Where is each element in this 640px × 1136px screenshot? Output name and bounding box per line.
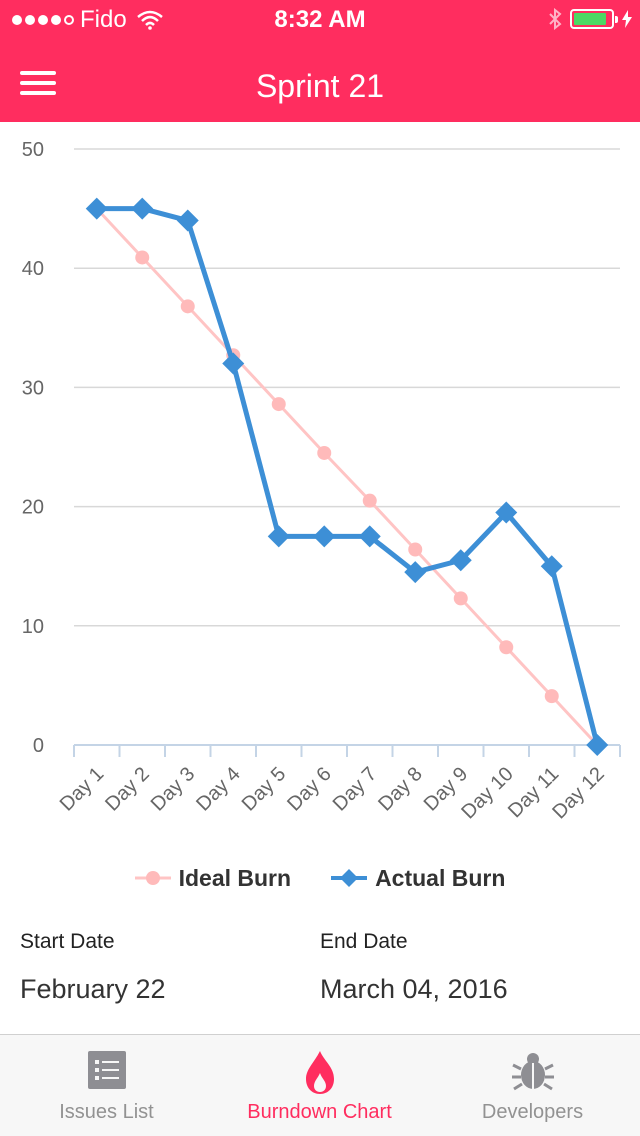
y-tick-label: 30	[22, 377, 44, 399]
start-date-label: Start Date	[20, 930, 115, 953]
ideal-burn-point	[317, 445, 332, 460]
ideal-burn-point	[499, 640, 514, 655]
ideal-burn-point	[544, 689, 559, 704]
end-date-value: March 04, 2016	[320, 974, 508, 1004]
actual-burn-point	[404, 561, 427, 584]
actual-burn-point	[586, 734, 609, 756]
battery-icon	[570, 9, 618, 29]
tab-developers-label: Developers	[481, 1101, 584, 1123]
battery-level	[574, 13, 607, 25]
actual-burn-point	[358, 525, 381, 548]
actual-burn-point	[85, 197, 108, 220]
status-bar: Fido 8:32 AM	[0, 0, 640, 40]
tab-bar: Issues List Burndown Chart Developers	[0, 1034, 640, 1136]
ideal-burn-point	[408, 542, 423, 557]
flame-icon	[305, 1051, 334, 1094]
signal-strength-icon	[12, 15, 74, 25]
end-date-label: End Date	[320, 930, 408, 953]
status-time: 8:32 AM	[274, 6, 366, 33]
navigation-bar: Sprint 21	[0, 40, 640, 122]
tab-developers[interactable]: Developers	[426, 1035, 639, 1136]
actual-burn-point	[131, 197, 154, 220]
legend-item-actual-burn[interactable]: Actual Burn	[331, 858, 505, 898]
x-tick-label: Day 5	[238, 763, 291, 816]
wifi-icon	[136, 10, 163, 30]
x-tick-label: Day 6	[283, 763, 336, 816]
x-tick-label: Day 8	[374, 763, 427, 816]
ideal-burn-point	[180, 299, 195, 314]
actual-burn-point	[176, 209, 199, 232]
x-tick-label: Day 10	[457, 763, 517, 823]
legend-ideal-label: Ideal Burn	[178, 864, 292, 891]
x-tick-label: Day 1	[56, 763, 109, 816]
start-date-value: February 22	[20, 974, 166, 1004]
hamburger-menu-icon[interactable]	[20, 71, 56, 95]
chart-legend: Ideal Burn Actual Burn	[0, 858, 640, 898]
y-tick-label: 10	[22, 616, 44, 638]
tab-burndown-chart-label: Burndown Chart	[247, 1101, 392, 1123]
start-date-block: Start Date February 22	[20, 930, 166, 1005]
status-right	[548, 8, 632, 30]
ideal-burn-swatch	[134, 871, 171, 885]
page-title: Sprint 21	[255, 68, 385, 104]
ideal-burn-point	[453, 591, 468, 606]
bluetooth-icon	[549, 8, 562, 30]
end-date-block: End Date March 04, 2016	[320, 930, 508, 1005]
actual-burn-point	[449, 549, 472, 572]
y-tick-label: 0	[33, 735, 44, 757]
x-tick-label: Day 2	[101, 763, 154, 816]
tab-issues-list-label: Issues List	[59, 1101, 154, 1123]
status-left: Fido	[12, 6, 163, 34]
actual-burn-swatch	[331, 869, 368, 887]
y-tick-label: 40	[22, 258, 44, 280]
x-tick-label: Day 4	[192, 763, 245, 816]
carrier-name: Fido	[80, 6, 127, 33]
y-tick-label: 20	[22, 497, 44, 519]
ideal-burn-point	[271, 397, 286, 412]
ideal-burn-point	[135, 250, 150, 265]
y-tick-label: 50	[22, 139, 44, 161]
x-tick-label: Day 3	[147, 763, 200, 816]
tab-issues-list[interactable]: Issues List	[0, 1035, 213, 1136]
actual-burn-point	[267, 525, 290, 548]
ideal-burn-line	[95, 207, 599, 747]
charging-bolt-icon	[622, 10, 632, 28]
legend-actual-label: Actual Burn	[375, 864, 506, 891]
actual-burn-point	[495, 501, 518, 524]
tab-burndown-chart[interactable]: Burndown Chart	[213, 1035, 426, 1136]
ideal-burn-point	[362, 493, 377, 508]
bug-icon	[511, 1053, 554, 1091]
actual-burn-point	[313, 525, 336, 548]
actual-burn-point	[540, 555, 563, 578]
actual-burn-point	[222, 352, 245, 375]
list-icon	[87, 1051, 126, 1089]
x-tick-label: Day 7	[329, 763, 382, 816]
legend-item-ideal-burn[interactable]: Ideal Burn	[134, 858, 292, 898]
x-tick-label: Day 12	[548, 763, 608, 823]
